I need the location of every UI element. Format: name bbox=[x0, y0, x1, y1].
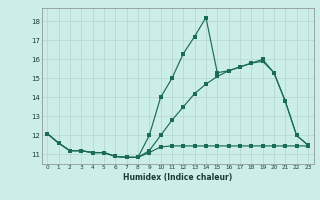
X-axis label: Humidex (Indice chaleur): Humidex (Indice chaleur) bbox=[123, 173, 232, 182]
